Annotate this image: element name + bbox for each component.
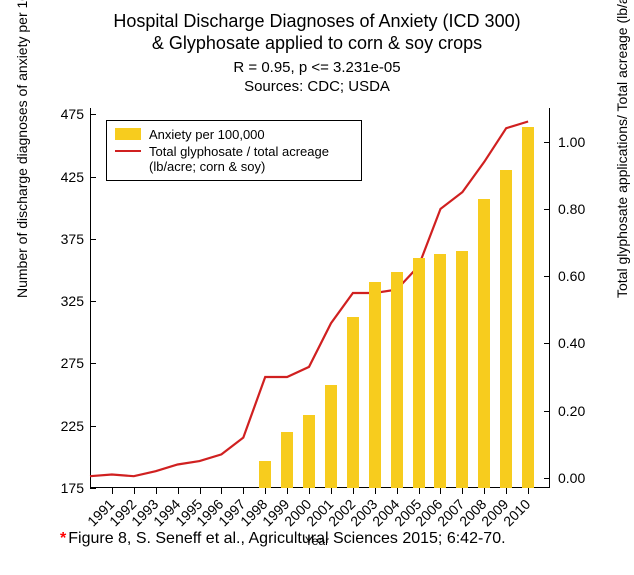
x-tick: [243, 488, 244, 494]
bar: [325, 385, 337, 488]
y-right-tick: [544, 276, 550, 277]
x-tick: [506, 488, 507, 494]
bar: [522, 127, 534, 488]
y-right-tick: [544, 209, 550, 210]
subtitle-line-1: R = 0.95, p <= 3.231e-05: [0, 58, 634, 77]
y-right-tick-label: 0.60: [558, 268, 585, 284]
y-left-tick-label: 425: [61, 169, 84, 185]
y-left-tick: [90, 177, 96, 178]
y-right-tick-label: 1.00: [558, 134, 585, 150]
y-right-tick: [544, 142, 550, 143]
y-left-tick-label: 175: [61, 480, 84, 496]
title-line-1: Hospital Discharge Diagnoses of Anxiety …: [0, 10, 634, 32]
x-tick: [134, 488, 135, 494]
subtitle-line-2: Sources: CDC; USDA: [0, 77, 634, 96]
x-tick: [309, 488, 310, 494]
chart-subtitle: R = 0.95, p <= 3.231e-05 Sources: CDC; U…: [0, 58, 634, 96]
x-tick: [419, 488, 420, 494]
x-tick: [221, 488, 222, 494]
legend-item-line-label: Total glyphosate / total acreage (lb/acr…: [149, 144, 329, 174]
bar: [369, 282, 381, 488]
legend-item-line: Total glyphosate / total acreage (lb/acr…: [115, 144, 353, 174]
x-tick: [287, 488, 288, 494]
y-left-tick: [90, 239, 96, 240]
y-right-tick-label: 0.00: [558, 470, 585, 486]
x-tick: [375, 488, 376, 494]
x-tick: [484, 488, 485, 494]
caption-star: *: [60, 530, 66, 547]
bar: [347, 317, 359, 488]
legend-line-swatch: [115, 145, 141, 157]
y-left-tick: [90, 301, 96, 302]
legend-bar-swatch: [115, 128, 141, 140]
legend-item-bars-label: Anxiety per 100,000: [149, 127, 265, 142]
x-tick: [112, 488, 113, 494]
y-right-tick-label: 0.20: [558, 403, 585, 419]
bar: [456, 251, 468, 488]
y-left-tick-label: 225: [61, 418, 84, 434]
bar: [281, 432, 293, 488]
y-left-tick: [90, 488, 96, 489]
y-right-tick: [544, 478, 550, 479]
y-left-axis-title: Number of discharge diagnoses of anxiety…: [14, 0, 30, 298]
y-right-tick: [544, 411, 550, 412]
x-tick: [331, 488, 332, 494]
y-left-tick: [90, 426, 96, 427]
chart-title: Hospital Discharge Diagnoses of Anxiety …: [0, 10, 634, 54]
x-tick: [397, 488, 398, 494]
y-right-tick-label: 0.40: [558, 335, 585, 351]
y-left-tick-label: 475: [61, 106, 84, 122]
x-tick: [440, 488, 441, 494]
bar: [413, 258, 425, 488]
x-tick: [178, 488, 179, 494]
y-left-tick-label: 275: [61, 355, 84, 371]
title-line-2: & Glyphosate applied to corn & soy crops: [0, 32, 634, 54]
figure-caption: *Figure 8, S. Seneff et al., Agricultura…: [60, 530, 506, 548]
x-tick: [353, 488, 354, 494]
bar: [259, 461, 271, 488]
y-right-axis-title: Total glyphosate applications/ Total acr…: [614, 0, 630, 298]
legend: Anxiety per 100,000 Total glyphosate / t…: [106, 120, 362, 181]
y-left-tick-label: 325: [61, 293, 84, 309]
y-left-tick: [90, 363, 96, 364]
bar: [303, 415, 315, 489]
legend-item-bars: Anxiety per 100,000: [115, 127, 353, 142]
y-right-tick: [544, 343, 550, 344]
bar: [434, 254, 446, 488]
bar: [478, 199, 490, 488]
bar: [391, 272, 403, 488]
x-tick: [265, 488, 266, 494]
x-tick: [462, 488, 463, 494]
bar: [500, 170, 512, 488]
caption-text: Figure 8, S. Seneff et al., Agricultural…: [68, 530, 505, 547]
page: { "title": { "line1": "Hospital Discharg…: [0, 0, 634, 575]
x-tick: [528, 488, 529, 494]
y-left-tick-label: 375: [61, 231, 84, 247]
x-tick: [200, 488, 201, 494]
x-tick: [156, 488, 157, 494]
y-right-tick-label: 0.80: [558, 201, 585, 217]
y-left-tick: [90, 114, 96, 115]
